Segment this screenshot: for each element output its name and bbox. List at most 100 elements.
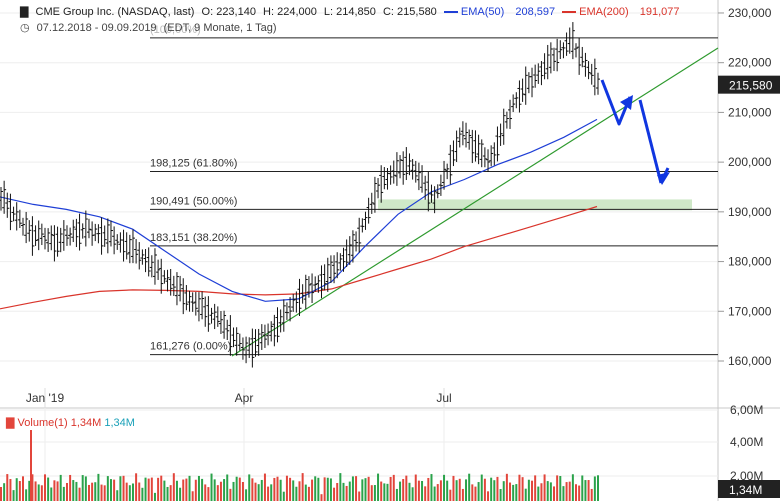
price-bar	[234, 327, 239, 356]
ema50-value: 208,597	[515, 6, 556, 18]
volume-bar	[15, 478, 18, 501]
price-bar	[457, 127, 462, 148]
volume-bar	[3, 483, 6, 501]
price-bar	[589, 63, 594, 85]
volume-bar	[135, 473, 138, 501]
last-price-label: 215,580	[729, 79, 773, 93]
volume-bar	[40, 485, 43, 501]
price-bar	[269, 321, 274, 342]
volume-bar	[465, 479, 468, 501]
price-bar	[470, 129, 475, 164]
price-bar	[228, 315, 233, 356]
volume-bar	[446, 480, 449, 501]
price-bar	[294, 291, 299, 313]
volume-bar	[565, 482, 568, 501]
volume-bar	[191, 491, 194, 501]
volume-bar	[502, 481, 505, 501]
volume-bar	[427, 477, 430, 501]
price-bar	[253, 329, 258, 357]
volume-bar	[197, 475, 200, 501]
ema200-legend[interactable]: EMA(200)	[562, 6, 633, 18]
volume-bar	[157, 477, 160, 501]
price-bar	[530, 67, 535, 98]
volume-bar	[282, 491, 285, 501]
support-zone	[378, 199, 692, 211]
volume-legend: ▇ Volume(1) 1,34M 1,34M	[6, 416, 135, 429]
price-bar	[586, 61, 591, 80]
volume-bar	[480, 474, 483, 501]
volume-bar	[72, 480, 75, 501]
price-bar	[112, 226, 117, 255]
price-bar	[504, 111, 509, 129]
price-bar	[96, 224, 101, 244]
price-bar	[49, 225, 54, 251]
volume-bar	[581, 475, 584, 501]
volume-bar	[273, 477, 276, 501]
price-bar	[193, 292, 198, 316]
price-bar	[174, 272, 179, 306]
price-bar	[501, 108, 506, 145]
ema50-legend[interactable]: EMA(50)	[443, 6, 508, 18]
price-bar	[178, 275, 183, 302]
price-bar	[313, 276, 318, 292]
price-bar	[108, 220, 113, 247]
price-bar	[168, 268, 173, 296]
price-bar	[369, 192, 374, 214]
price-bar	[363, 211, 368, 230]
volume-last-label: 1,34M	[729, 483, 762, 497]
price-bar	[99, 217, 104, 255]
price-bar	[291, 293, 296, 312]
price-bar	[438, 174, 443, 196]
price-bar	[407, 153, 412, 176]
volume-icon[interactable]: ▇	[6, 417, 15, 429]
volume-bar	[276, 476, 279, 501]
y-tick-label: 220,000	[728, 56, 772, 70]
price-bar	[577, 37, 582, 75]
volume-tick-label: 6,00M	[730, 403, 763, 417]
price-bar	[17, 209, 22, 229]
volume-bar	[144, 477, 147, 501]
volume-bar	[257, 484, 260, 501]
volume-bar	[109, 479, 112, 501]
volume-bar	[499, 489, 502, 501]
volume-bar	[125, 482, 128, 501]
fib-label: 183,151 (38.20%)	[150, 232, 237, 244]
volume-bar	[59, 474, 62, 501]
price-bar	[0, 186, 3, 211]
price-bar	[394, 152, 399, 186]
period-info: (EDT, 9 Monate, 1 Tag)	[163, 22, 277, 34]
price-bar	[68, 227, 73, 246]
volume-bar	[28, 480, 31, 501]
chart-type-icon[interactable]: ▇	[20, 6, 29, 18]
price-bar	[247, 337, 252, 359]
volume-bar	[392, 474, 395, 501]
price-bar	[42, 227, 47, 250]
price-bar	[218, 311, 223, 335]
price-bar	[240, 337, 245, 360]
price-bar	[435, 184, 440, 199]
y-tick-label: 180,000	[728, 255, 772, 269]
volume-bar	[34, 481, 37, 501]
volume-bar	[270, 484, 273, 501]
volume-bar	[97, 473, 100, 501]
price-bar	[83, 210, 88, 247]
price-bar	[539, 61, 544, 86]
price-bar	[482, 147, 487, 168]
volume-bar	[289, 477, 292, 501]
price-bar	[272, 314, 277, 347]
price-bar	[187, 290, 192, 312]
price-bar	[432, 186, 437, 214]
price-bar	[596, 72, 600, 95]
price-bar	[416, 162, 421, 191]
volume-bar	[138, 482, 141, 501]
volume-bar	[219, 481, 222, 501]
price-bar	[64, 225, 69, 246]
y-tick-label: 200,000	[728, 155, 772, 169]
price-bar	[445, 163, 450, 180]
price-bar	[536, 63, 541, 84]
volume-bar	[496, 476, 499, 501]
volume-bar	[75, 481, 78, 501]
price-bar	[46, 228, 51, 252]
